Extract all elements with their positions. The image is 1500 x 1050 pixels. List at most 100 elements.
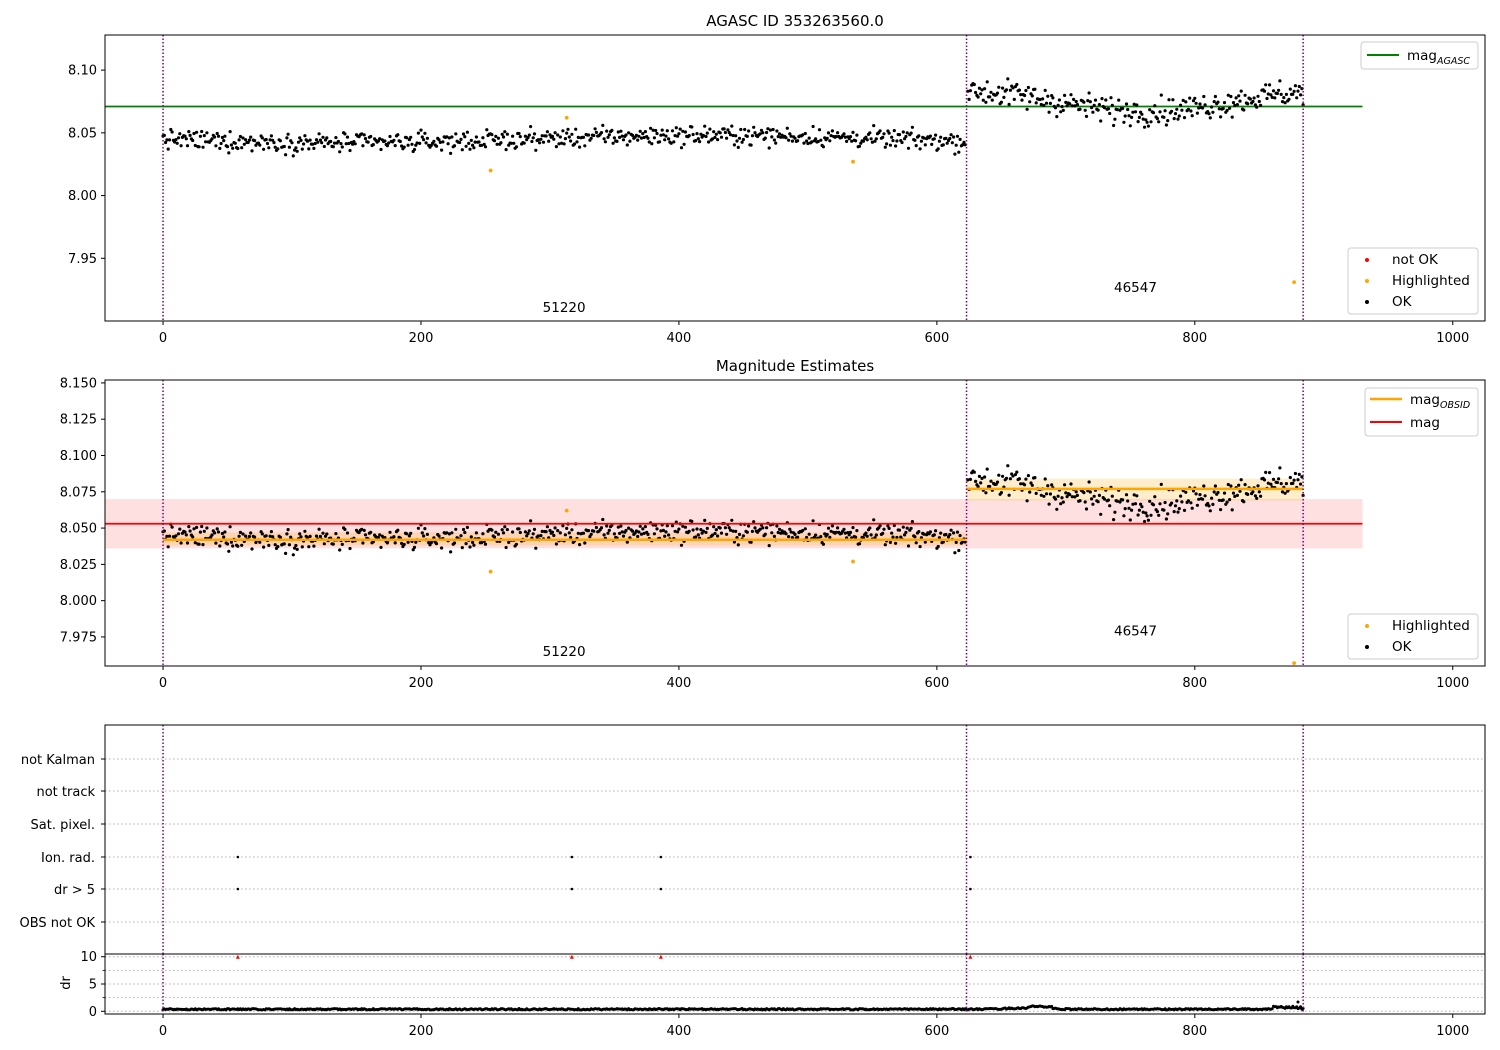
ok-point [1126,499,1130,503]
ok-point [1137,115,1141,119]
ok-point [701,529,706,533]
ok-point [1280,490,1285,494]
ok-point [1128,518,1132,522]
ok-point [343,527,347,532]
x-tick-label: 600 [924,1024,949,1039]
ok-point [634,529,639,533]
ok-point [264,534,268,538]
ok-point [1268,83,1272,87]
ok-point [1253,494,1257,498]
ok-point [1034,491,1038,495]
ok-point [683,525,688,529]
ok-point [874,533,878,537]
ok-point [201,145,205,149]
y-tick-label: 8.150 [60,376,97,391]
ok-point [665,524,669,528]
ok-point [1175,499,1179,503]
ok-point [618,531,622,536]
ok-point [850,139,854,143]
y-tick-label: 8.050 [60,522,97,537]
x-tick-label: 800 [1182,1024,1207,1039]
ok-point [321,531,325,535]
y-tick-label: 7.975 [60,630,97,645]
ok-point [670,129,675,133]
ok-point [714,132,718,136]
ok-point [888,540,893,545]
x-tick-label: 200 [409,331,434,346]
ok-point [1264,83,1268,87]
ok-point [906,146,911,150]
ok-point [262,147,266,151]
ok-point [273,543,277,547]
ok-point [989,90,993,94]
ok-point [445,135,449,139]
ok-point [1148,499,1152,503]
ok-point [694,535,698,539]
highlighted-point [1292,280,1297,285]
ok-point [1231,101,1236,105]
ok-point [552,533,556,538]
ok-point [890,135,894,139]
ok-point [1279,92,1283,96]
ok-point [868,526,872,530]
ok-point [845,139,849,143]
ok-point [567,135,571,139]
ok-point [1283,491,1287,495]
ok-point [826,526,831,530]
ok-point [318,138,322,142]
ok-point [772,534,777,539]
legend-agasc-bottom: not OK Highlighted OK [1347,247,1479,315]
ok-point [817,128,822,132]
obsid-label-51220-b: 51220 [543,644,586,660]
ok-point [1078,499,1082,503]
ok-point [379,545,383,550]
ok-point [1141,117,1145,121]
ok-point [317,527,321,531]
ok-point [308,138,312,142]
ok-point [517,527,521,531]
ok-point [639,136,644,140]
ok-point [1015,470,1019,474]
ok-point [1008,477,1013,481]
ok-point [1060,496,1064,500]
highlighted-point [564,508,569,513]
ok-point [1295,96,1299,100]
ok-point [218,544,222,548]
ok-point [308,534,312,539]
ok-point [1073,104,1077,108]
ok-point [1262,478,1267,482]
ok-point [425,532,429,537]
ok-point [814,533,818,537]
legend-agasc-top: magAGASC [1360,41,1479,70]
ok-point [1176,510,1180,514]
ok-point [955,530,960,534]
ok-point [1096,108,1100,112]
ok-point [793,136,797,140]
ok-point [471,540,475,545]
ok-point [901,130,905,134]
ok-point [238,134,242,139]
ok-point [955,134,960,138]
ok-point [768,128,773,132]
ok-point [1229,484,1233,488]
ok-point [1123,114,1127,118]
y-tick-label: 8.10 [68,64,97,79]
ok-point [1297,84,1301,89]
ok-point [1163,109,1167,113]
ok-point [655,527,659,531]
ok-point [790,536,795,540]
ok-point [312,146,316,150]
ok-point [1182,116,1187,120]
ok-point [984,100,988,104]
ok-point [1038,97,1042,102]
ok-point [984,491,988,495]
ok-point [1222,101,1227,105]
ok-point [465,130,469,134]
x-tick-label: 600 [924,676,949,691]
x-tick-label: 1000 [1436,676,1469,691]
ok-point [392,138,396,142]
ok-point [378,533,382,537]
ok-point [565,526,569,531]
ok-point [1159,93,1163,97]
ok-point [861,139,866,143]
